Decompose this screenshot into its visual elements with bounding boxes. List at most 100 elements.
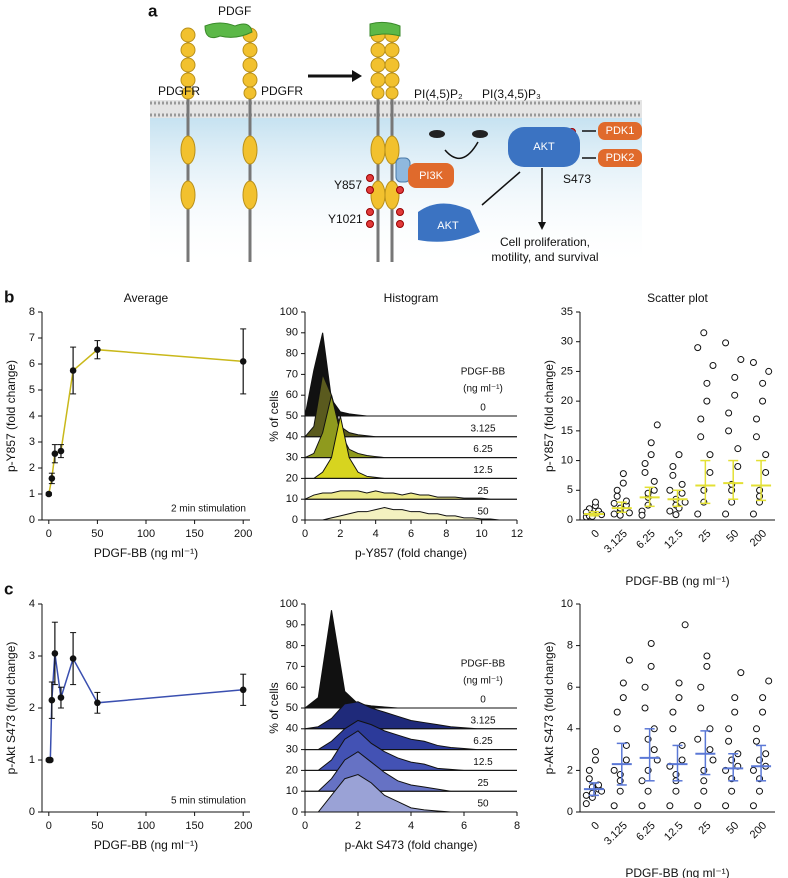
point [647,439,655,447]
y-tick-label: 100 [280,598,298,610]
point [641,704,649,712]
y-tick-label: 5 [29,384,35,396]
point [57,694,65,701]
y-tick-label: 80 [286,348,298,360]
x-tick-label: 12.5 [662,820,686,844]
y-tick-label: 8 [567,640,573,652]
point [706,468,714,476]
point [703,662,711,670]
point [737,669,745,677]
panel-label: b [4,287,14,306]
point [619,479,627,487]
y-tick-label: 70 [286,660,298,672]
point [51,650,59,657]
point [675,694,683,702]
receptor-label: PDGFR [158,84,200,98]
point [585,766,593,774]
point [666,507,674,515]
point [762,750,770,758]
point [731,708,739,716]
point [734,445,742,453]
x-axis-label: PDGF-BB (ng ml⁻¹) [94,546,198,560]
x-tick-label: 6 [461,820,467,832]
point [650,746,658,754]
x-tick-label: 6.25 [634,528,658,552]
point [625,509,633,517]
point [749,766,757,774]
y-tick-label: 60 [286,389,298,401]
point [759,397,767,405]
point [69,655,77,662]
line [48,348,244,495]
y-tick-label: 30 [561,336,573,348]
x-tick-label: 12 [511,528,523,540]
pdgf-ligand [204,22,253,39]
pdk1 [598,122,642,140]
point [641,468,649,476]
point [666,486,674,494]
point [752,433,760,441]
point [725,737,733,745]
series-label: 12.5 [473,465,493,476]
point [697,704,705,712]
point [669,471,677,479]
series-label: 6.25 [473,736,493,747]
point [759,708,767,716]
y-axis-label: p-Y857 (fold change) [542,360,556,472]
point [703,379,711,387]
point [678,756,686,764]
y-tick-label: 10 [561,454,573,466]
point [650,477,658,485]
point [731,373,739,381]
point [709,361,717,369]
akt-label: AKT [437,220,459,232]
y-tick-label: 4 [29,410,35,422]
point [697,683,705,691]
point [749,359,757,367]
y-tick-label: 0 [567,514,573,526]
point [638,511,646,519]
point [759,694,767,702]
legend-title: (ng ml⁻¹) [463,384,503,395]
y-tick-label: 60 [286,681,298,693]
point [613,492,621,500]
y-tick-label: 40 [286,723,298,735]
x-tick-label: 4 [373,528,379,540]
y-tick-label: 0 [567,806,573,818]
x-tick-label: 8 [514,820,520,832]
point [700,787,708,795]
y-tick-label: 2 [29,702,35,714]
x-axis-label: p-Akt S473 (fold change) [345,838,478,852]
point [669,463,677,471]
y-tick-label: 80 [286,640,298,652]
point [94,699,101,707]
point [722,802,730,810]
legend-title: (ng ml⁻¹) [463,676,503,687]
x-tick-label: 25 [696,820,713,837]
series-label: 0 [480,403,486,414]
series-label: 25 [477,778,489,789]
point [57,447,65,455]
point [94,346,101,354]
series-label: 0 [480,695,486,706]
x-tick-label: 0 [302,820,308,832]
y-tick-label: 20 [286,764,298,776]
x-tick-label: 8 [443,528,449,540]
point [619,679,627,687]
point [669,725,677,733]
point [756,787,764,795]
point [706,746,714,754]
y-tick-label: 90 [286,619,298,631]
point [641,683,649,691]
series-label: 50 [477,799,489,810]
y-axis-label: p-Akt S473 (fold change) [4,642,18,775]
akt-label: AKT [533,141,555,153]
point [697,433,705,441]
y-tick-label: 50 [286,410,298,422]
x-axis-label: PDGF-BB (ng ml⁻¹) [94,838,198,852]
point [619,470,627,478]
point [582,791,590,799]
x-tick-label: 100 [137,528,155,540]
point [672,787,680,795]
x-tick-label: 0 [302,528,308,540]
